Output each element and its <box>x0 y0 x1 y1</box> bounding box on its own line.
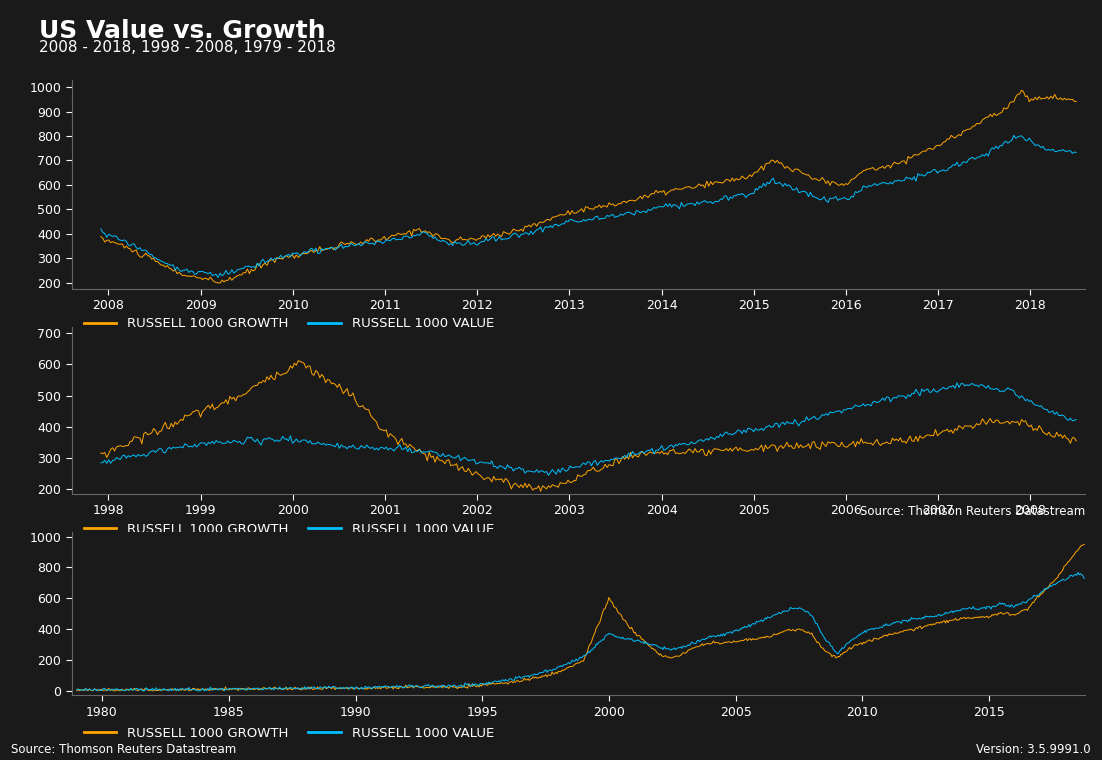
Text: Source: Thomson Reuters Datastream: Source: Thomson Reuters Datastream <box>11 743 236 756</box>
Text: Version: 3.5.9991.0: Version: 3.5.9991.0 <box>976 743 1091 756</box>
Text: US Value vs. Growth: US Value vs. Growth <box>39 19 325 43</box>
Legend: RUSSELL 1000 GROWTH, RUSSELL 1000 VALUE: RUSSELL 1000 GROWTH, RUSSELL 1000 VALUE <box>78 518 499 541</box>
Text: Source: Thomson Reuters Datastream: Source: Thomson Reuters Datastream <box>861 505 1085 518</box>
Legend: RUSSELL 1000 GROWTH, RUSSELL 1000 VALUE: RUSSELL 1000 GROWTH, RUSSELL 1000 VALUE <box>78 312 499 336</box>
Legend: RUSSELL 1000 GROWTH, RUSSELL 1000 VALUE: RUSSELL 1000 GROWTH, RUSSELL 1000 VALUE <box>78 721 499 745</box>
Text: 2008 - 2018, 1998 - 2008, 1979 - 2018: 2008 - 2018, 1998 - 2008, 1979 - 2018 <box>39 40 335 55</box>
